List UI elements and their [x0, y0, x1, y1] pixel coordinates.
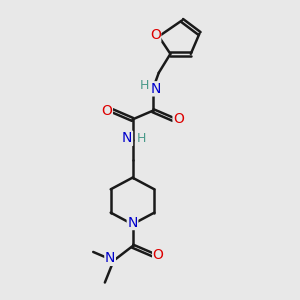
Text: N: N	[127, 215, 138, 230]
Text: O: O	[153, 248, 164, 262]
Text: H: H	[140, 79, 149, 92]
Text: N: N	[151, 82, 161, 96]
Text: O: O	[173, 112, 184, 126]
Text: N: N	[105, 251, 115, 265]
Text: O: O	[150, 28, 161, 42]
Text: H: H	[136, 132, 146, 145]
Text: N: N	[122, 131, 133, 145]
Text: O: O	[101, 104, 112, 118]
